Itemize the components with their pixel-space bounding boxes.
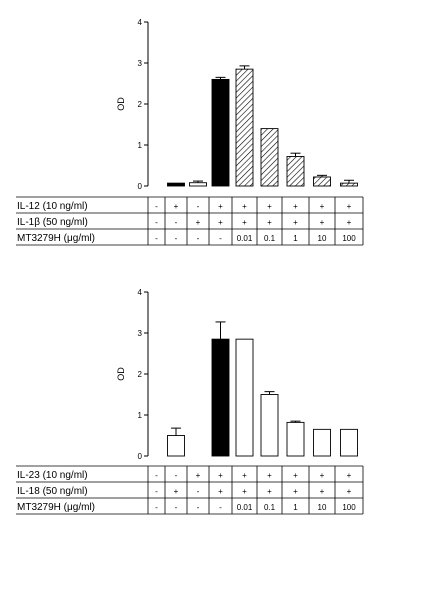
chart-panel-bottom: 0 1 2 3 4 OD IL-23 (10 ng/ml) - - + + + + + + + IL-18 (5… <box>16 288 364 515</box>
table-cell: - <box>175 503 178 512</box>
table-cell: - <box>197 202 200 211</box>
table-cell: - <box>155 487 158 496</box>
table-cell: + <box>293 202 298 211</box>
table-cell: + <box>347 471 352 480</box>
table-cell: 1 <box>293 503 298 512</box>
table-cell: - <box>155 202 158 211</box>
bar <box>260 394 279 457</box>
bar <box>211 78 230 187</box>
table-cell: 100 <box>342 503 356 512</box>
bar <box>167 182 185 187</box>
y-tick-label: 3 <box>138 59 143 68</box>
table-cell: + <box>267 487 272 496</box>
y-axis-label: OD <box>116 367 126 381</box>
table-cell: + <box>293 471 298 480</box>
y-tick-label: 2 <box>138 100 143 109</box>
table-row-label: IL-18 (50 ng/ml) <box>17 486 88 497</box>
table-cell: 0.01 <box>237 234 253 243</box>
table-cell: 100 <box>342 234 356 243</box>
table-cell: - <box>175 218 178 227</box>
table-cell: + <box>218 202 223 211</box>
y-tick-label: 0 <box>138 452 143 461</box>
table-cell: + <box>320 202 325 211</box>
table-cell: - <box>155 234 158 243</box>
table-cell: + <box>242 202 247 211</box>
table-cell: + <box>267 218 272 227</box>
bar <box>313 428 331 457</box>
table-cell: - <box>155 503 158 512</box>
y-tick-label: 0 <box>138 182 143 191</box>
table-cell: 0.1 <box>264 503 276 512</box>
table-cell: - <box>155 218 158 227</box>
table-cell: + <box>293 487 298 496</box>
bar <box>340 182 358 187</box>
y-axis-label: OD <box>116 97 126 111</box>
table-cell: + <box>320 487 325 496</box>
bar <box>189 182 207 187</box>
y-tick-label: 2 <box>138 370 143 379</box>
chart-panel-top: 0 1 2 3 4 OD IL-12 (10 ng/ml) - + - + + + + + + IL-1β (5… <box>16 18 364 246</box>
y-tick-label: 3 <box>138 329 143 338</box>
table-row-label: IL-23 (10 ng/ml) <box>17 470 88 481</box>
table-cell: + <box>242 471 247 480</box>
bar <box>235 68 254 187</box>
table-row-label: MT3279H (μg/ml) <box>17 502 95 513</box>
table-cell: - <box>219 234 222 243</box>
table-cell: - <box>175 234 178 243</box>
table-cell: + <box>174 487 179 496</box>
table-cell: + <box>320 471 325 480</box>
table-cell: 0.01 <box>237 503 253 512</box>
bar <box>235 338 254 457</box>
table-cell: - <box>197 487 200 496</box>
table-cell: + <box>242 487 247 496</box>
table-cell: - <box>197 234 200 243</box>
table-cell: + <box>196 471 201 480</box>
table-cell: 1 <box>293 234 298 243</box>
table-cell: + <box>218 218 223 227</box>
table-row-label: IL-1β (50 ng/ml) <box>17 217 88 228</box>
table-cell: + <box>242 218 247 227</box>
table-cell: - <box>219 503 222 512</box>
table-cell: + <box>267 471 272 480</box>
table-cell: + <box>347 202 352 211</box>
table-cell: 0.1 <box>264 234 276 243</box>
bar <box>286 421 305 457</box>
table-cell: - <box>197 503 200 512</box>
table-cell: + <box>218 487 223 496</box>
bar <box>167 435 185 457</box>
table-cell: + <box>174 202 179 211</box>
condition-table: IL-23 (10 ng/ml) - - + + + + + + + IL-18 (50 ng/ml… <box>16 465 364 515</box>
y-tick-label: 1 <box>138 411 143 420</box>
table-cell: + <box>320 218 325 227</box>
bar <box>286 156 305 187</box>
table-cell: + <box>293 218 298 227</box>
table-cell: + <box>347 218 352 227</box>
bar <box>211 338 230 457</box>
table-cell: + <box>218 471 223 480</box>
bar <box>260 128 279 187</box>
table-cell: - <box>155 471 158 480</box>
table-cell: + <box>347 487 352 496</box>
table-cell: + <box>267 202 272 211</box>
table-cell: + <box>196 218 201 227</box>
condition-table: IL-12 (10 ng/ml) - + - + + + + + + IL-1β (50 ng/ml… <box>16 196 364 246</box>
bar <box>340 428 358 457</box>
table-cell: - <box>175 471 178 480</box>
y-tick-label: 1 <box>138 141 143 150</box>
bar <box>313 176 331 187</box>
y-tick-label: 4 <box>138 288 143 297</box>
table-cell: 10 <box>318 503 327 512</box>
table-row-label: MT3279H (μg/ml) <box>17 233 95 244</box>
y-tick-label: 4 <box>138 18 143 27</box>
table-cell: 10 <box>318 234 327 243</box>
table-row-label: IL-12 (10 ng/ml) <box>17 201 88 212</box>
